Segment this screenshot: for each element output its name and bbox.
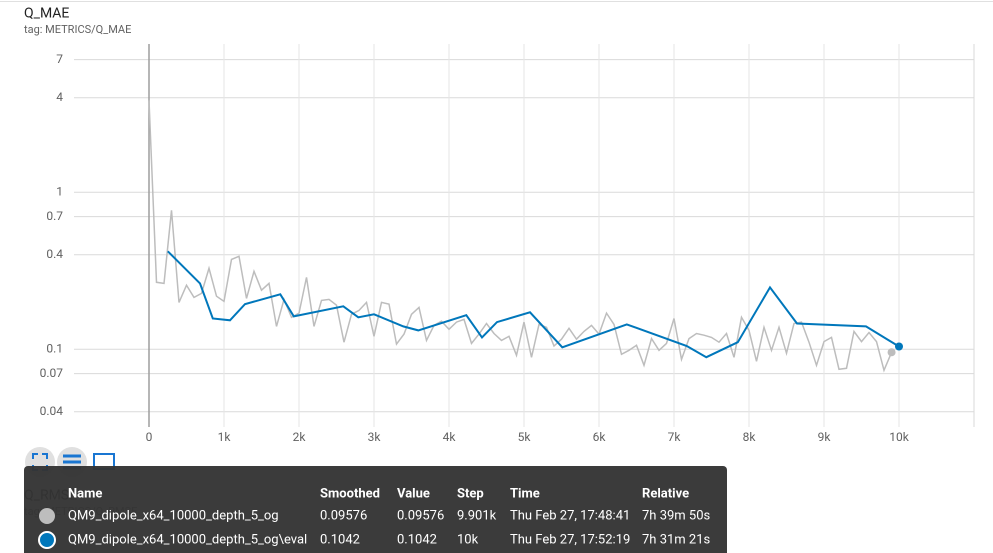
- tooltip: Name Smoothed Value Step Time Relative QM9_dip…: [24, 466, 727, 553]
- tooltip-header: Step: [457, 486, 484, 501]
- tooltip-header: Name: [68, 486, 102, 501]
- y-tick-label: 0.7: [46, 209, 63, 223]
- y-tick-label: 0.4: [46, 247, 63, 261]
- series-endpoint: [887, 348, 896, 357]
- x-tick-label: 3k: [368, 430, 382, 444]
- x-tick-label: 5k: [518, 430, 532, 444]
- x-tick-label: 4k: [443, 430, 457, 444]
- series-line: [167, 250, 900, 359]
- x-tick-label: 1k: [218, 430, 232, 444]
- tooltip-cell: 7h 31m 21s: [642, 532, 711, 547]
- x-tick-label: 6k: [593, 430, 607, 444]
- card-tag: tag: METRICS/Q_MAE: [24, 23, 131, 36]
- tooltip-cell: 0.1042: [320, 532, 360, 547]
- tooltip-cell: 7h 39m 50s: [642, 508, 711, 523]
- tooltip-cell: 10k: [457, 532, 479, 547]
- tooltip-bg: [24, 466, 727, 553]
- series-swatch: [38, 531, 56, 549]
- tooltip-name: QM9_dipole_x64_10000_depth_5_og\eval: [68, 532, 307, 547]
- x-tick-label: 0: [146, 430, 153, 444]
- y-tick-label: 0.04: [40, 404, 64, 418]
- tooltip-cell: 0.09576: [397, 508, 444, 523]
- tooltip-cell: Thu Feb 27, 17:52:19: [510, 532, 630, 547]
- x-tick-label: 7k: [668, 430, 682, 444]
- series-line: [148, 100, 893, 373]
- fullscreen-icon: [32, 453, 48, 471]
- series-endpoint: [895, 342, 903, 351]
- tooltip-cell: 9.901k: [457, 508, 497, 523]
- tooltip-cell: Thu Feb 27, 17:48:41: [510, 508, 630, 523]
- x-tick-label: 2k: [293, 430, 307, 444]
- y-tick-label: 0.1: [46, 341, 63, 355]
- series-swatch: [39, 508, 55, 524]
- x-tick-label: 8k: [743, 430, 757, 444]
- tooltip-name: QM9_dipole_x64_10000_depth_5_og: [68, 508, 279, 523]
- tooltip-header: Time: [510, 486, 540, 501]
- y-tick-label: 4: [56, 90, 63, 104]
- card-title: Q_MAE: [24, 6, 69, 22]
- y-tick-label: 0.07: [40, 366, 64, 380]
- x-tick-label: 10k: [889, 430, 909, 444]
- y-tick-label: 1: [56, 184, 63, 198]
- tooltip-cell: 0.1042: [397, 532, 437, 547]
- tooltip-header: Value: [397, 486, 430, 501]
- tooltip-header: Relative: [642, 486, 689, 501]
- x-tick-label: 9k: [818, 430, 832, 444]
- y-tick-label: 7: [56, 52, 63, 66]
- tooltip-cell: 0.09576: [320, 508, 367, 523]
- tooltip-header: Smoothed: [320, 486, 380, 501]
